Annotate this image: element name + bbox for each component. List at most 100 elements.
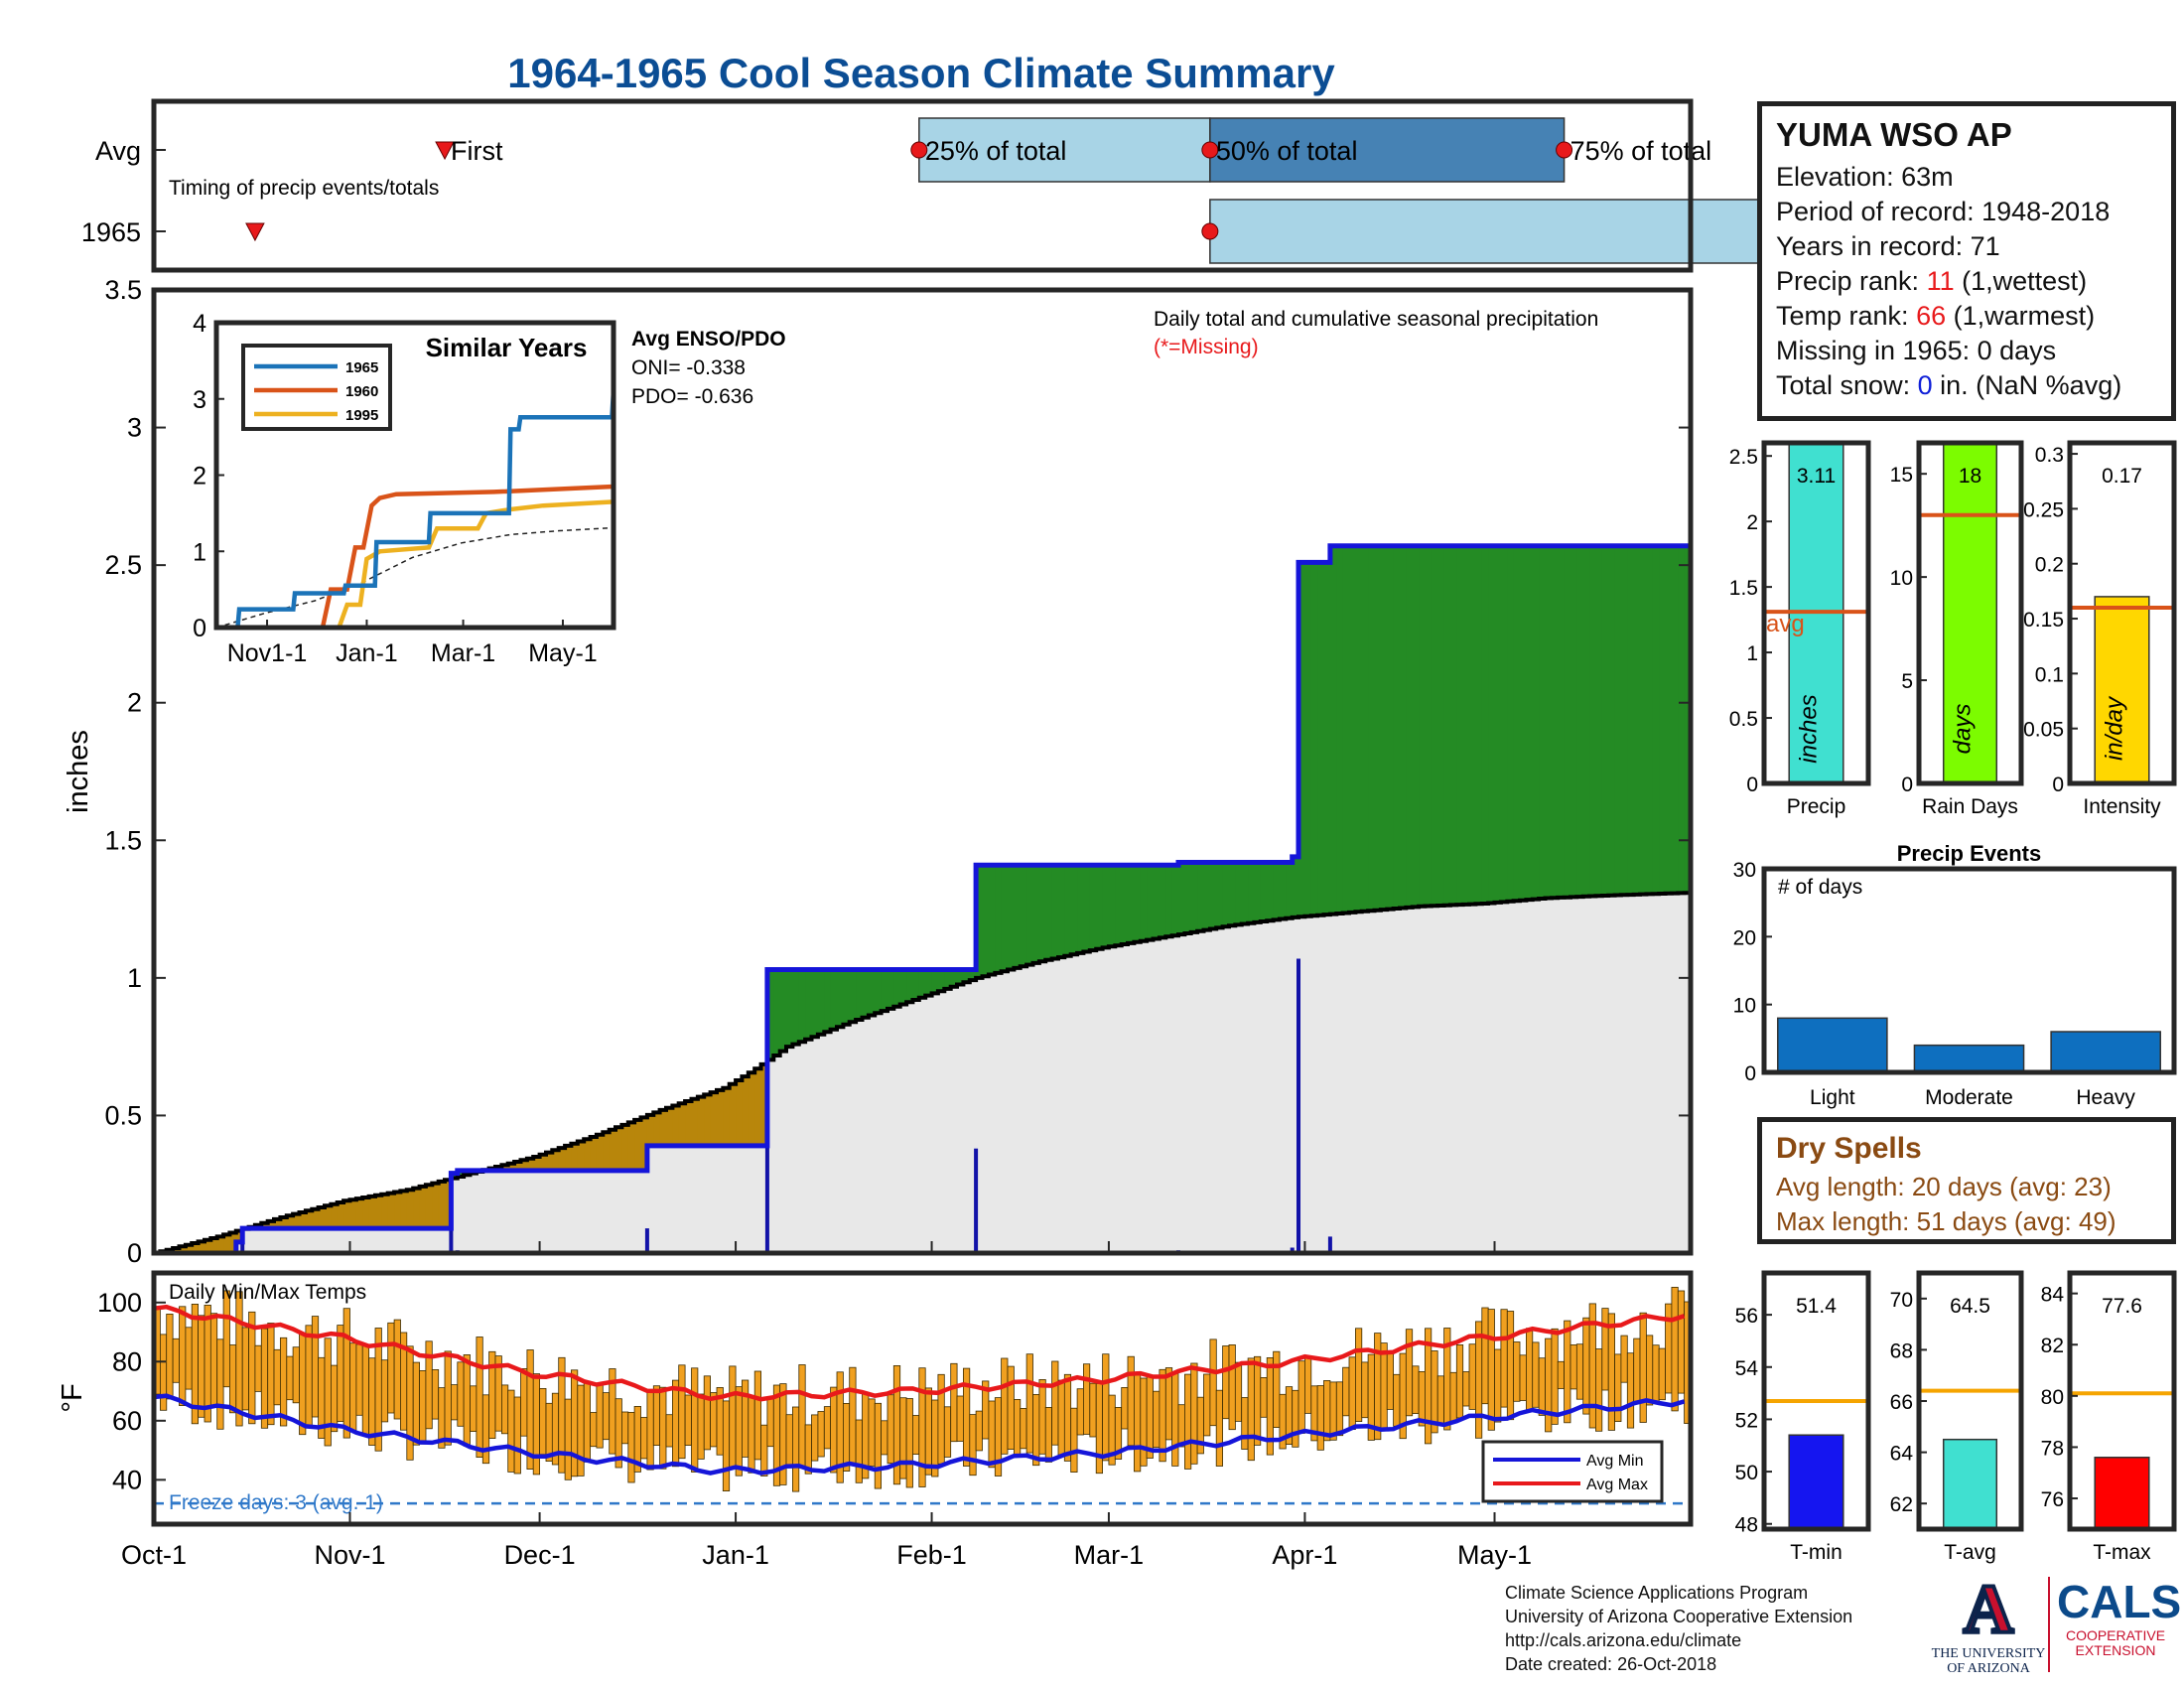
above-average-fill xyxy=(944,969,952,989)
temp-rank-label: Temp rank: xyxy=(1776,301,1909,331)
below-average-fill xyxy=(185,1244,193,1253)
daily-temp-bar xyxy=(956,1395,964,1442)
daily-temp-bar xyxy=(748,1395,755,1474)
below-average-fill xyxy=(293,1213,301,1228)
daily-temp-bar xyxy=(798,1364,806,1469)
daily-temp-bar xyxy=(1032,1394,1040,1467)
daily-temp-bar xyxy=(361,1343,370,1436)
above-average-fill xyxy=(862,969,870,1018)
legend-avg-min-label: Avg Min xyxy=(1586,1453,1644,1470)
above-average-fill xyxy=(1481,545,1489,904)
above-average-fill xyxy=(1241,862,1249,924)
temp-bar-0 xyxy=(1788,1434,1844,1530)
daily-temp-bar xyxy=(1209,1338,1217,1427)
above-average-fill xyxy=(1601,545,1609,896)
below-average-fill xyxy=(571,1143,579,1171)
above-average-fill xyxy=(817,969,825,1035)
below-average-fill xyxy=(362,1197,370,1228)
inset-legend-label: 1965 xyxy=(345,359,378,376)
daily-temp-bar xyxy=(678,1364,686,1460)
credits: Climate Science Applications Program Uni… xyxy=(1505,1581,1852,1676)
above-average-fill xyxy=(1342,545,1350,914)
total-snow: Total snow: 0 in. (NaN %avg) xyxy=(1776,368,2157,403)
daily-temp-bar xyxy=(368,1357,376,1446)
temp-panel-label-0: T-min xyxy=(1790,1541,1843,1564)
station-info-box: YUMA WSO AP Elevation: 63m Period of rec… xyxy=(1757,101,2176,421)
daily-temp-bar xyxy=(209,1313,218,1408)
daily-temp-bar xyxy=(1241,1397,1249,1450)
x-tick-label: Apr-1 xyxy=(1272,1540,1337,1570)
inset-x-tick-label: Jan-1 xyxy=(336,639,398,667)
temp-axes-frame xyxy=(151,1270,1694,1527)
dry-avg-length: Avg length: 20 days (avg: 23) xyxy=(1776,1172,2112,1201)
daily-temp-bar xyxy=(1506,1311,1515,1421)
above-average-fill xyxy=(1526,545,1534,901)
below-average-fill xyxy=(192,1243,200,1253)
station-years: Years in record: 71 xyxy=(1776,231,2000,261)
above-average-fill xyxy=(1058,865,1065,957)
events-title: Precip Events xyxy=(1897,841,2042,866)
above-average-fill xyxy=(1400,545,1407,909)
daily-temp-bar xyxy=(1254,1355,1262,1446)
above-average-fill xyxy=(1165,865,1173,937)
above-average-fill xyxy=(1222,862,1230,927)
precip-avg-text-0: avg xyxy=(1766,611,1805,637)
daily-temp-bar xyxy=(1140,1377,1148,1467)
precip-panel-label-0: Precip xyxy=(1787,795,1846,818)
daily-temp-bar xyxy=(1076,1388,1084,1436)
daily-temp-bar xyxy=(330,1364,339,1433)
daily-temp-bar xyxy=(1001,1357,1009,1455)
above-average-fill xyxy=(1387,545,1395,910)
inset-series-1965 xyxy=(216,390,616,631)
daily-temp-bar xyxy=(691,1367,699,1473)
above-average-fill xyxy=(798,969,806,1043)
above-average-fill xyxy=(1121,865,1129,944)
above-average-fill xyxy=(843,969,851,1025)
precip-bar-2 xyxy=(2094,596,2150,784)
daily-temp-bar xyxy=(1121,1387,1129,1430)
below-average-fill xyxy=(552,1150,560,1171)
daily-temp-bar xyxy=(1304,1357,1312,1414)
daily-temp-bar xyxy=(273,1348,281,1406)
avg-p25-label: 25% of total xyxy=(925,136,1067,166)
above-average-fill xyxy=(1235,862,1243,925)
daily-temp-bar xyxy=(640,1417,648,1460)
daily-temp-bar xyxy=(811,1414,819,1462)
above-average-fill xyxy=(1203,862,1211,930)
daily-temp-bar xyxy=(1538,1357,1546,1416)
above-average-fill xyxy=(1393,545,1401,909)
cals-word: CALS xyxy=(2057,1576,2182,1627)
daily-temp-bar xyxy=(292,1346,300,1404)
daily-temp-bar xyxy=(1386,1351,1394,1410)
temp-y-tick-label: 68 xyxy=(1890,1339,1913,1362)
above-average-fill xyxy=(1545,545,1553,899)
above-average-fill xyxy=(969,969,977,980)
precip-y-tick-label: 5 xyxy=(1901,670,1913,693)
below-average-fill xyxy=(526,1158,534,1171)
daily-temp-bar xyxy=(1260,1377,1268,1418)
x-tick-label: Dec-1 xyxy=(504,1540,576,1570)
precip-unit-label-1: days xyxy=(1950,704,1977,755)
precip-y-tick-label: 15 xyxy=(1890,464,1913,487)
daily-temp-bar xyxy=(1436,1375,1444,1425)
daily-temp-bar xyxy=(1190,1362,1198,1465)
above-average-fill xyxy=(1462,545,1470,905)
daily-temp-bar xyxy=(241,1327,249,1411)
below-average-fill xyxy=(507,1163,515,1171)
daily-temp-bar xyxy=(1393,1373,1401,1427)
above-average-fill xyxy=(906,969,914,1003)
below-average-fill xyxy=(325,1205,332,1228)
above-average-fill xyxy=(1153,865,1160,939)
daily-temp-bar xyxy=(1177,1404,1185,1448)
above-average-fill xyxy=(1304,562,1312,916)
daily-temp-bar xyxy=(355,1343,363,1416)
daily-temp-bar xyxy=(279,1336,288,1427)
daily-temp-bar xyxy=(627,1412,635,1483)
daily-temp-bar xyxy=(792,1406,800,1492)
daily-temp-bar xyxy=(260,1328,269,1429)
above-average-fill xyxy=(1014,865,1022,968)
daily-temp-bar xyxy=(1361,1361,1369,1419)
below-average-fill xyxy=(697,1096,705,1146)
daily-temp-bar xyxy=(697,1393,705,1460)
below-average-fill xyxy=(438,1181,446,1228)
